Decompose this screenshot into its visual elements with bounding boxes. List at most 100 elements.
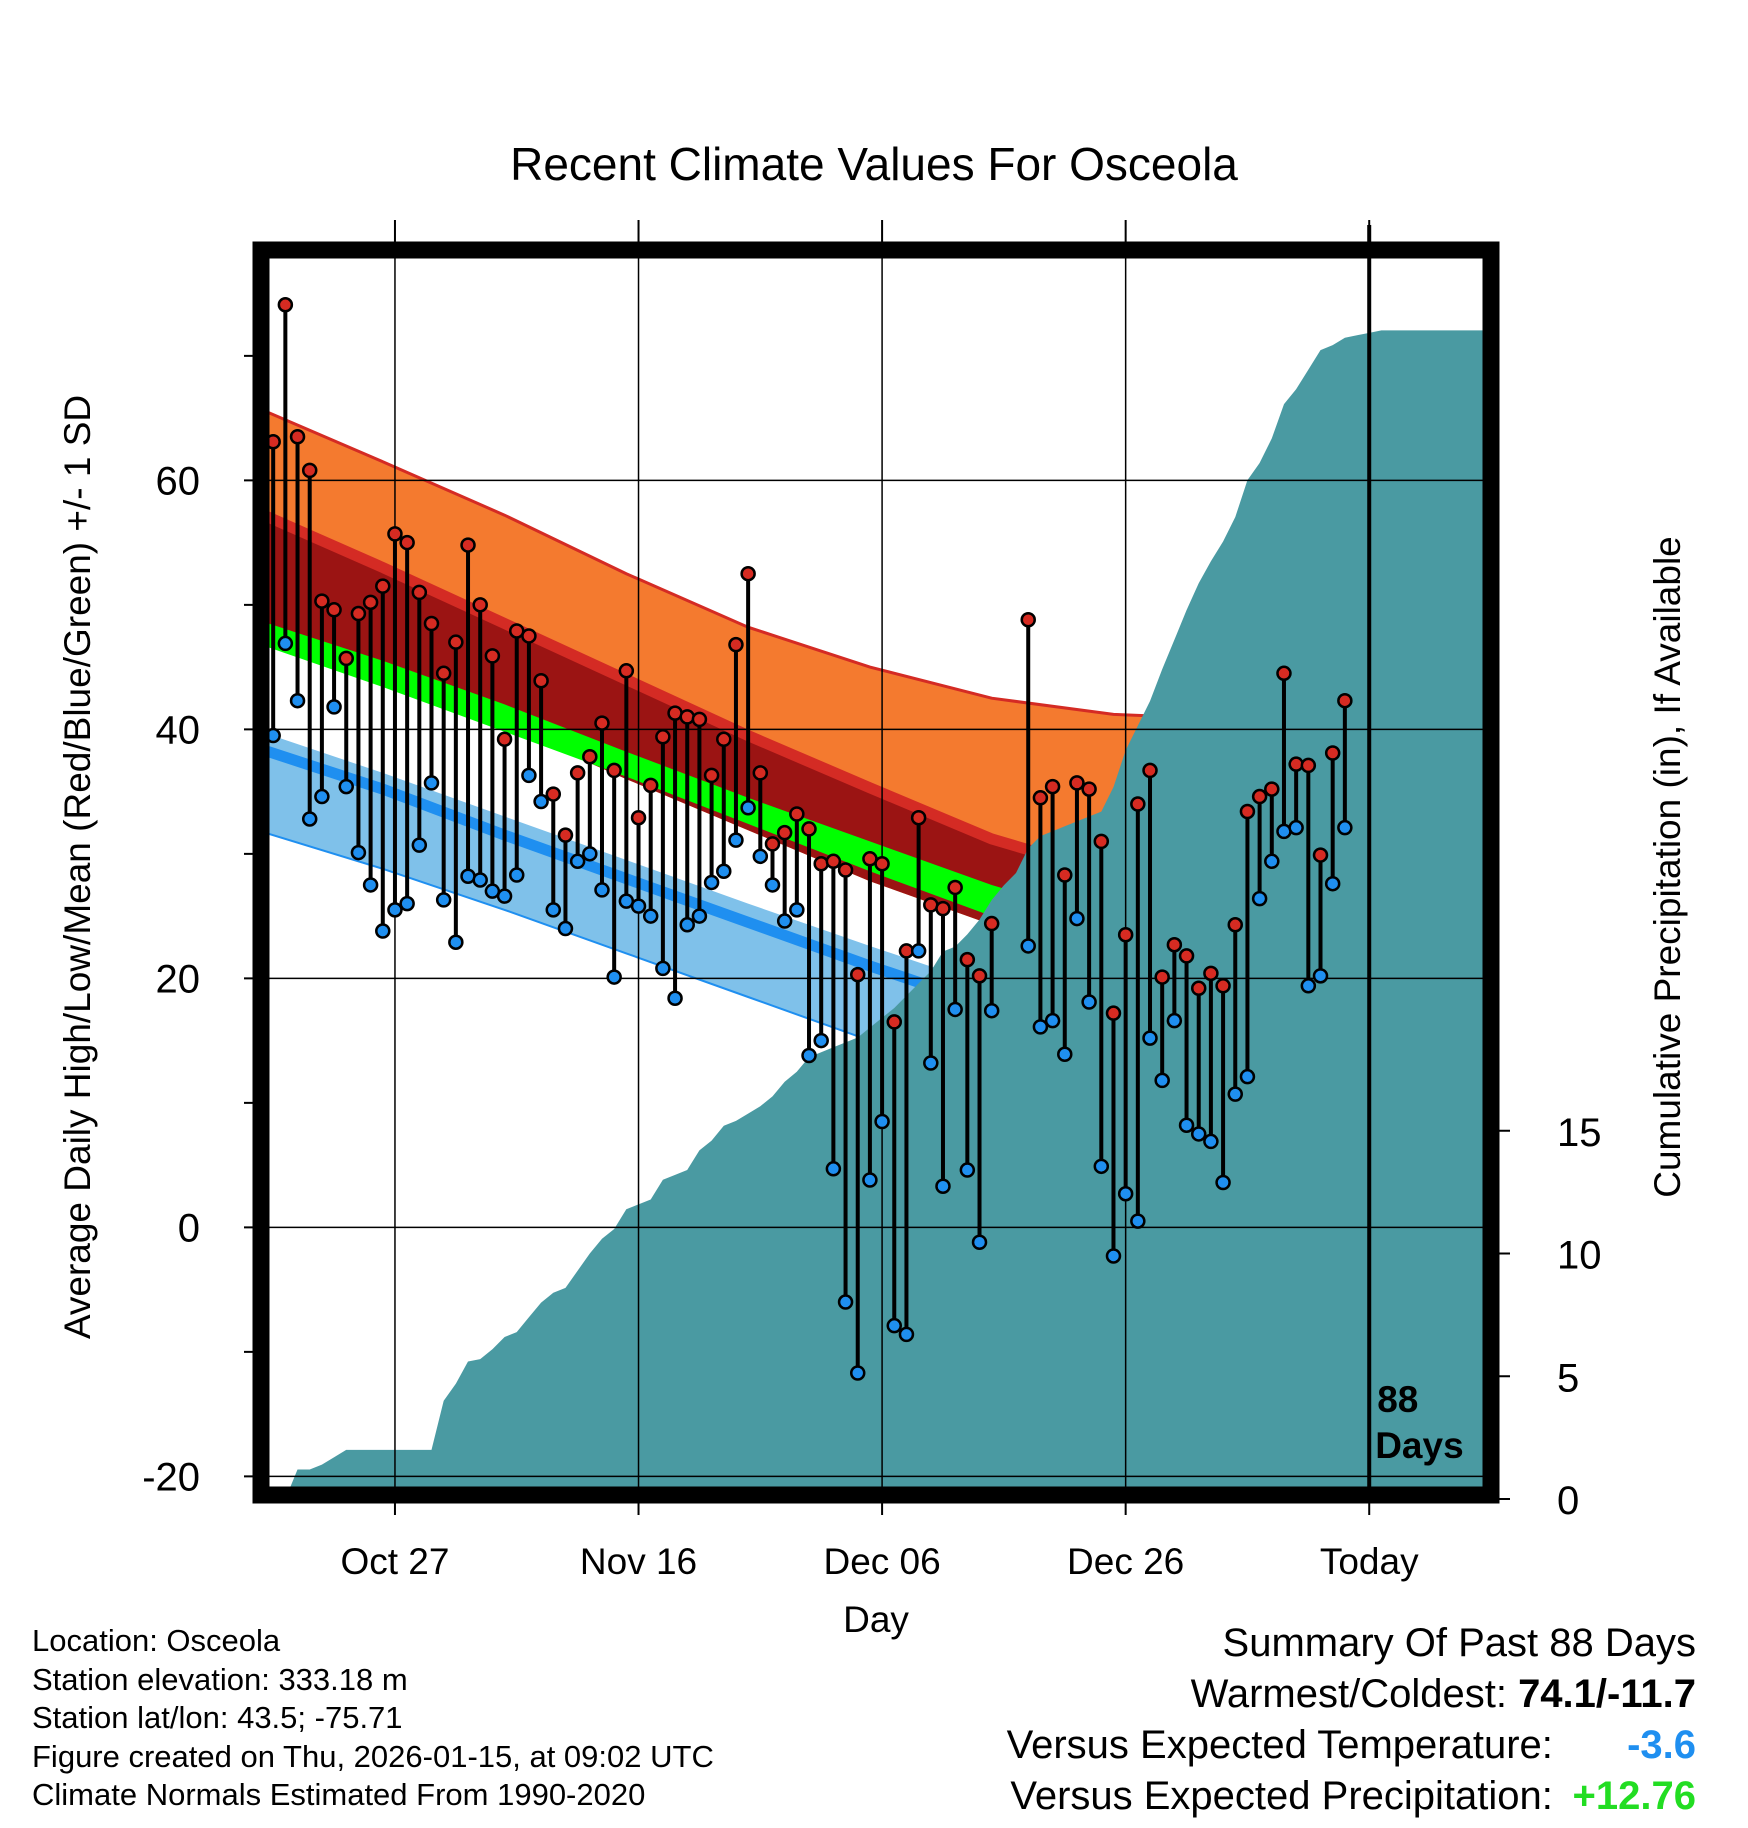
low-dot <box>362 877 379 893</box>
y2-axis-label: Cumulative Precipitation (in), If Availa… <box>1647 536 1688 1198</box>
high-dot <box>1044 778 1061 795</box>
low-dot <box>1190 1126 1207 1142</box>
high-dot <box>959 951 976 968</box>
today-days-label: Days <box>1375 1425 1463 1466</box>
low-dot <box>301 811 318 827</box>
high-dot <box>910 809 927 826</box>
low-dot <box>716 863 732 880</box>
low-dot <box>1020 938 1036 954</box>
low-dot <box>1166 1012 1183 1029</box>
high-dot <box>1057 867 1073 883</box>
high-dot <box>1251 788 1268 805</box>
low-dot <box>1081 994 1097 1010</box>
high-dot <box>789 806 805 822</box>
low-dot <box>387 902 403 918</box>
high-dot <box>1142 762 1158 779</box>
high-dot <box>740 565 756 582</box>
low-dot <box>825 1161 842 1177</box>
low-dot <box>1032 1019 1049 1035</box>
low-dot <box>691 908 708 924</box>
low-dot <box>1069 910 1085 927</box>
high-dot <box>423 615 440 632</box>
high-dot <box>1337 692 1353 709</box>
low-dot <box>423 775 440 791</box>
low-dot <box>1251 890 1268 907</box>
low-dot <box>1227 1086 1244 1102</box>
precipitation-area <box>261 330 1491 1495</box>
y2-tick-label: 0 <box>1557 1479 1579 1523</box>
low-dot <box>764 877 781 893</box>
daily-dots <box>253 297 1353 1381</box>
high-dot <box>411 584 428 601</box>
low-dot <box>350 844 367 861</box>
high-dot <box>655 729 671 745</box>
high-dot <box>460 537 476 553</box>
high-dot <box>1178 948 1195 964</box>
high-dot <box>521 628 537 644</box>
low-dot <box>277 635 294 652</box>
high-dot <box>606 762 622 779</box>
low-dot <box>508 867 525 883</box>
daily-stems <box>259 304 1347 1373</box>
high-dot <box>448 634 464 650</box>
high-dot <box>594 715 610 731</box>
low-dot <box>289 692 306 709</box>
temp-anomaly-label: Versus Expected Temperature: <box>1006 1723 1553 1767</box>
high-dot <box>496 731 513 748</box>
low-dot <box>521 767 537 784</box>
low-dot <box>728 832 744 848</box>
high-dot <box>277 297 294 313</box>
warmest-coldest-value: 74.1/-11.7 <box>1518 1672 1696 1716</box>
today-days-number: 88 <box>1377 1379 1418 1420</box>
low-dot <box>1288 819 1304 836</box>
low-dot <box>1239 1068 1256 1085</box>
low-dot <box>667 990 683 1006</box>
high-dot <box>764 836 781 852</box>
y2-tick-label: 15 <box>1557 1111 1602 1155</box>
warmest-coldest-row: Warmest/Coldest: 74.1/-11.7 <box>1007 1669 1696 1720</box>
high-dot <box>728 636 744 653</box>
summary-title: Summary Of Past 88 Days <box>1222 1621 1696 1665</box>
low-dot <box>1203 1133 1219 1150</box>
low-dot <box>642 908 659 924</box>
high-dot <box>1130 796 1146 812</box>
low-dot <box>923 1055 939 1071</box>
normals-text: Climate Normals Estimated From 1990-2020 <box>32 1777 646 1812</box>
high-dot <box>472 597 488 613</box>
plot-frame <box>252 241 1500 1504</box>
high-dot <box>813 856 829 872</box>
low-dot <box>886 1317 903 1334</box>
high-dot <box>983 915 1000 932</box>
created-text: Figure created on Thu, 2026-01-15, at 09… <box>32 1738 714 1774</box>
low-dot <box>569 853 586 870</box>
axes: -20 0 20 40 60 0 5 10 15 Oct 27 Nov 16 Dec 06 Dec 26… <box>142 220 1602 1582</box>
y2-tick-label: 5 <box>1557 1356 1579 1400</box>
high-dot <box>362 594 379 611</box>
high-dot <box>289 429 306 445</box>
low-dot <box>533 793 549 810</box>
low-dot <box>1312 968 1329 984</box>
high-dot <box>1203 965 1219 982</box>
y-tick-label: 60 <box>156 459 201 503</box>
low-dot <box>582 846 598 862</box>
low-dot <box>1057 1046 1073 1063</box>
low-dot <box>1324 875 1341 892</box>
temp-anomaly-row: Versus Expected Temperature: -3.6 <box>1007 1720 1696 1771</box>
high-dot <box>935 900 951 917</box>
low-dot <box>448 934 464 950</box>
location-text: Location: Osceola <box>32 1623 281 1658</box>
y-tick-label: -20 <box>142 1455 200 1499</box>
precip-anomaly-label: Versus Expected Precipitation: <box>1010 1774 1553 1818</box>
low-dot <box>935 1178 951 1194</box>
x-tick-label: Nov 16 <box>580 1541 697 1582</box>
low-dot <box>862 1172 878 1188</box>
low-dot <box>472 872 488 888</box>
low-dot <box>849 1365 866 1381</box>
high-dot <box>301 462 318 479</box>
high-dot <box>1069 775 1085 791</box>
high-dot <box>1239 803 1256 820</box>
low-dot <box>1215 1174 1231 1191</box>
x-tick-label: Oct 27 <box>340 1541 449 1582</box>
low-dot <box>947 1001 963 1018</box>
high-dot <box>1020 612 1036 628</box>
